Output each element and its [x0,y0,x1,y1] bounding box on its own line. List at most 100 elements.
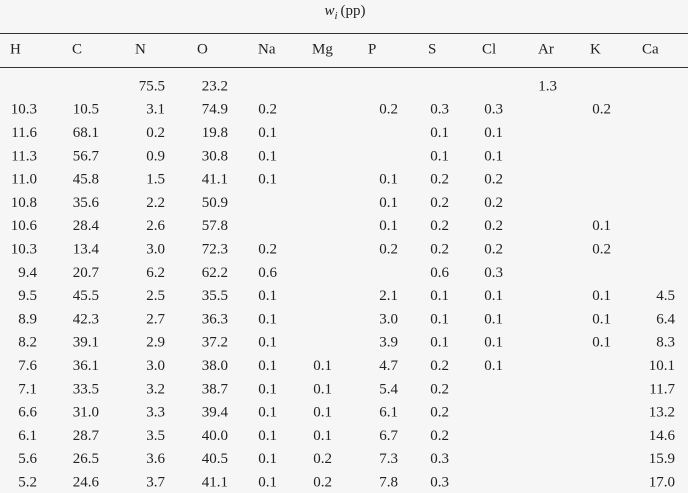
cell: 75.5 [139,78,165,94]
cell: 0.1 [258,451,277,467]
cell: 28.7 [73,428,100,444]
cell: 0.1 [313,381,332,397]
cell: 2.7 [146,311,165,327]
cell: 0.2 [313,475,332,491]
cell: 0.1 [484,358,503,374]
cell: 7.6 [18,358,37,374]
cell: 0.2 [379,102,398,118]
column-header: Ca [642,41,659,57]
cell: 4.7 [379,358,398,374]
cell: 26.5 [73,451,99,467]
cell: 0.1 [592,218,611,234]
cell: 0.1 [258,335,277,351]
cell: 4.5 [656,288,675,304]
cell: 7.8 [379,475,398,491]
cell: 9.4 [18,265,37,281]
cell: 0.1 [258,428,277,444]
cell: 0.1 [379,218,398,234]
cell: 11.7 [649,381,675,397]
cell: 0.1 [430,288,449,304]
cell: 0.1 [430,148,449,164]
cell: 0.2 [484,242,503,258]
cell: 68.1 [73,125,99,141]
cell: 0.1 [258,405,277,421]
cell: 0.1 [258,381,277,397]
column-header: Mg [312,41,333,57]
cell: 20.7 [73,265,100,281]
cell: 7.3 [379,451,398,467]
cell: 0.2 [430,218,449,234]
cell: 3.6 [146,451,165,467]
cell: 38.0 [202,358,228,374]
cell: 0.1 [258,288,277,304]
cell: 0.1 [313,358,332,374]
cell: 0.2 [484,218,503,234]
cell: 5.6 [18,451,37,467]
column-header: Cl [482,41,496,57]
cell: 42.3 [73,311,99,327]
cell: 39.1 [73,335,99,351]
cell: 6.4 [656,311,675,327]
cell: 0.1 [379,195,398,211]
cell: 5.4 [379,381,398,397]
cell: 3.7 [146,475,165,491]
cell: 0.2 [592,102,611,118]
cell: 38.7 [202,381,229,397]
cell: 56.7 [73,148,100,164]
cell: 0.3 [484,265,503,281]
cell: 0.1 [258,358,277,374]
cell: 0.3 [430,102,449,118]
cell: 19.8 [202,125,228,141]
cell: 14.6 [649,428,676,444]
cell: 0.2 [430,195,449,211]
cell: 6.1 [379,405,398,421]
cell: 0.2 [430,242,449,258]
cell: 33.5 [73,381,99,397]
cell: 7.1 [18,381,37,397]
cell: 11.3 [11,148,37,164]
cell: 0.1 [484,335,503,351]
cell: 10.6 [11,218,38,234]
cell: 13.4 [73,242,100,258]
cell: 0.2 [313,451,332,467]
cell: 11.0 [11,172,37,188]
cell: 0.1 [592,311,611,327]
cell: 45.5 [73,288,99,304]
column-header: Ar [538,41,554,57]
cell: 0.1 [313,428,332,444]
cell: 2.1 [379,288,398,304]
cell: 10.3 [11,102,37,118]
cell: 36.3 [202,311,228,327]
cell: 6.6 [18,405,37,421]
cell: 3.0 [379,311,398,327]
column-header: O [197,41,208,57]
cell: 31.0 [73,405,99,421]
cell: 8.3 [656,335,675,351]
cell: 0.1 [258,172,277,188]
cell: 10.5 [73,102,99,118]
cell: 11.6 [11,125,37,141]
cell: 6.7 [379,428,398,444]
column-header: S [428,41,436,57]
cell: 0.1 [430,335,449,351]
cell: 2.5 [146,288,165,304]
cell: 2.9 [146,335,165,351]
column-header: P [368,41,376,57]
cell: 45.8 [73,172,99,188]
cell: 0.2 [484,195,503,211]
cell: 3.0 [146,358,165,374]
symbol: w [324,3,334,19]
cell: 35.5 [202,288,228,304]
cell: 3.3 [146,405,165,421]
cell: 30.8 [202,148,228,164]
cell: 23.2 [202,78,228,94]
cell: 8.9 [18,311,37,327]
cell: 0.6 [430,265,449,281]
column-header: N [135,41,146,57]
cell: 40.0 [202,428,228,444]
cell: 0.1 [592,288,611,304]
cell: 15.9 [649,451,675,467]
cell: 0.9 [146,148,165,164]
